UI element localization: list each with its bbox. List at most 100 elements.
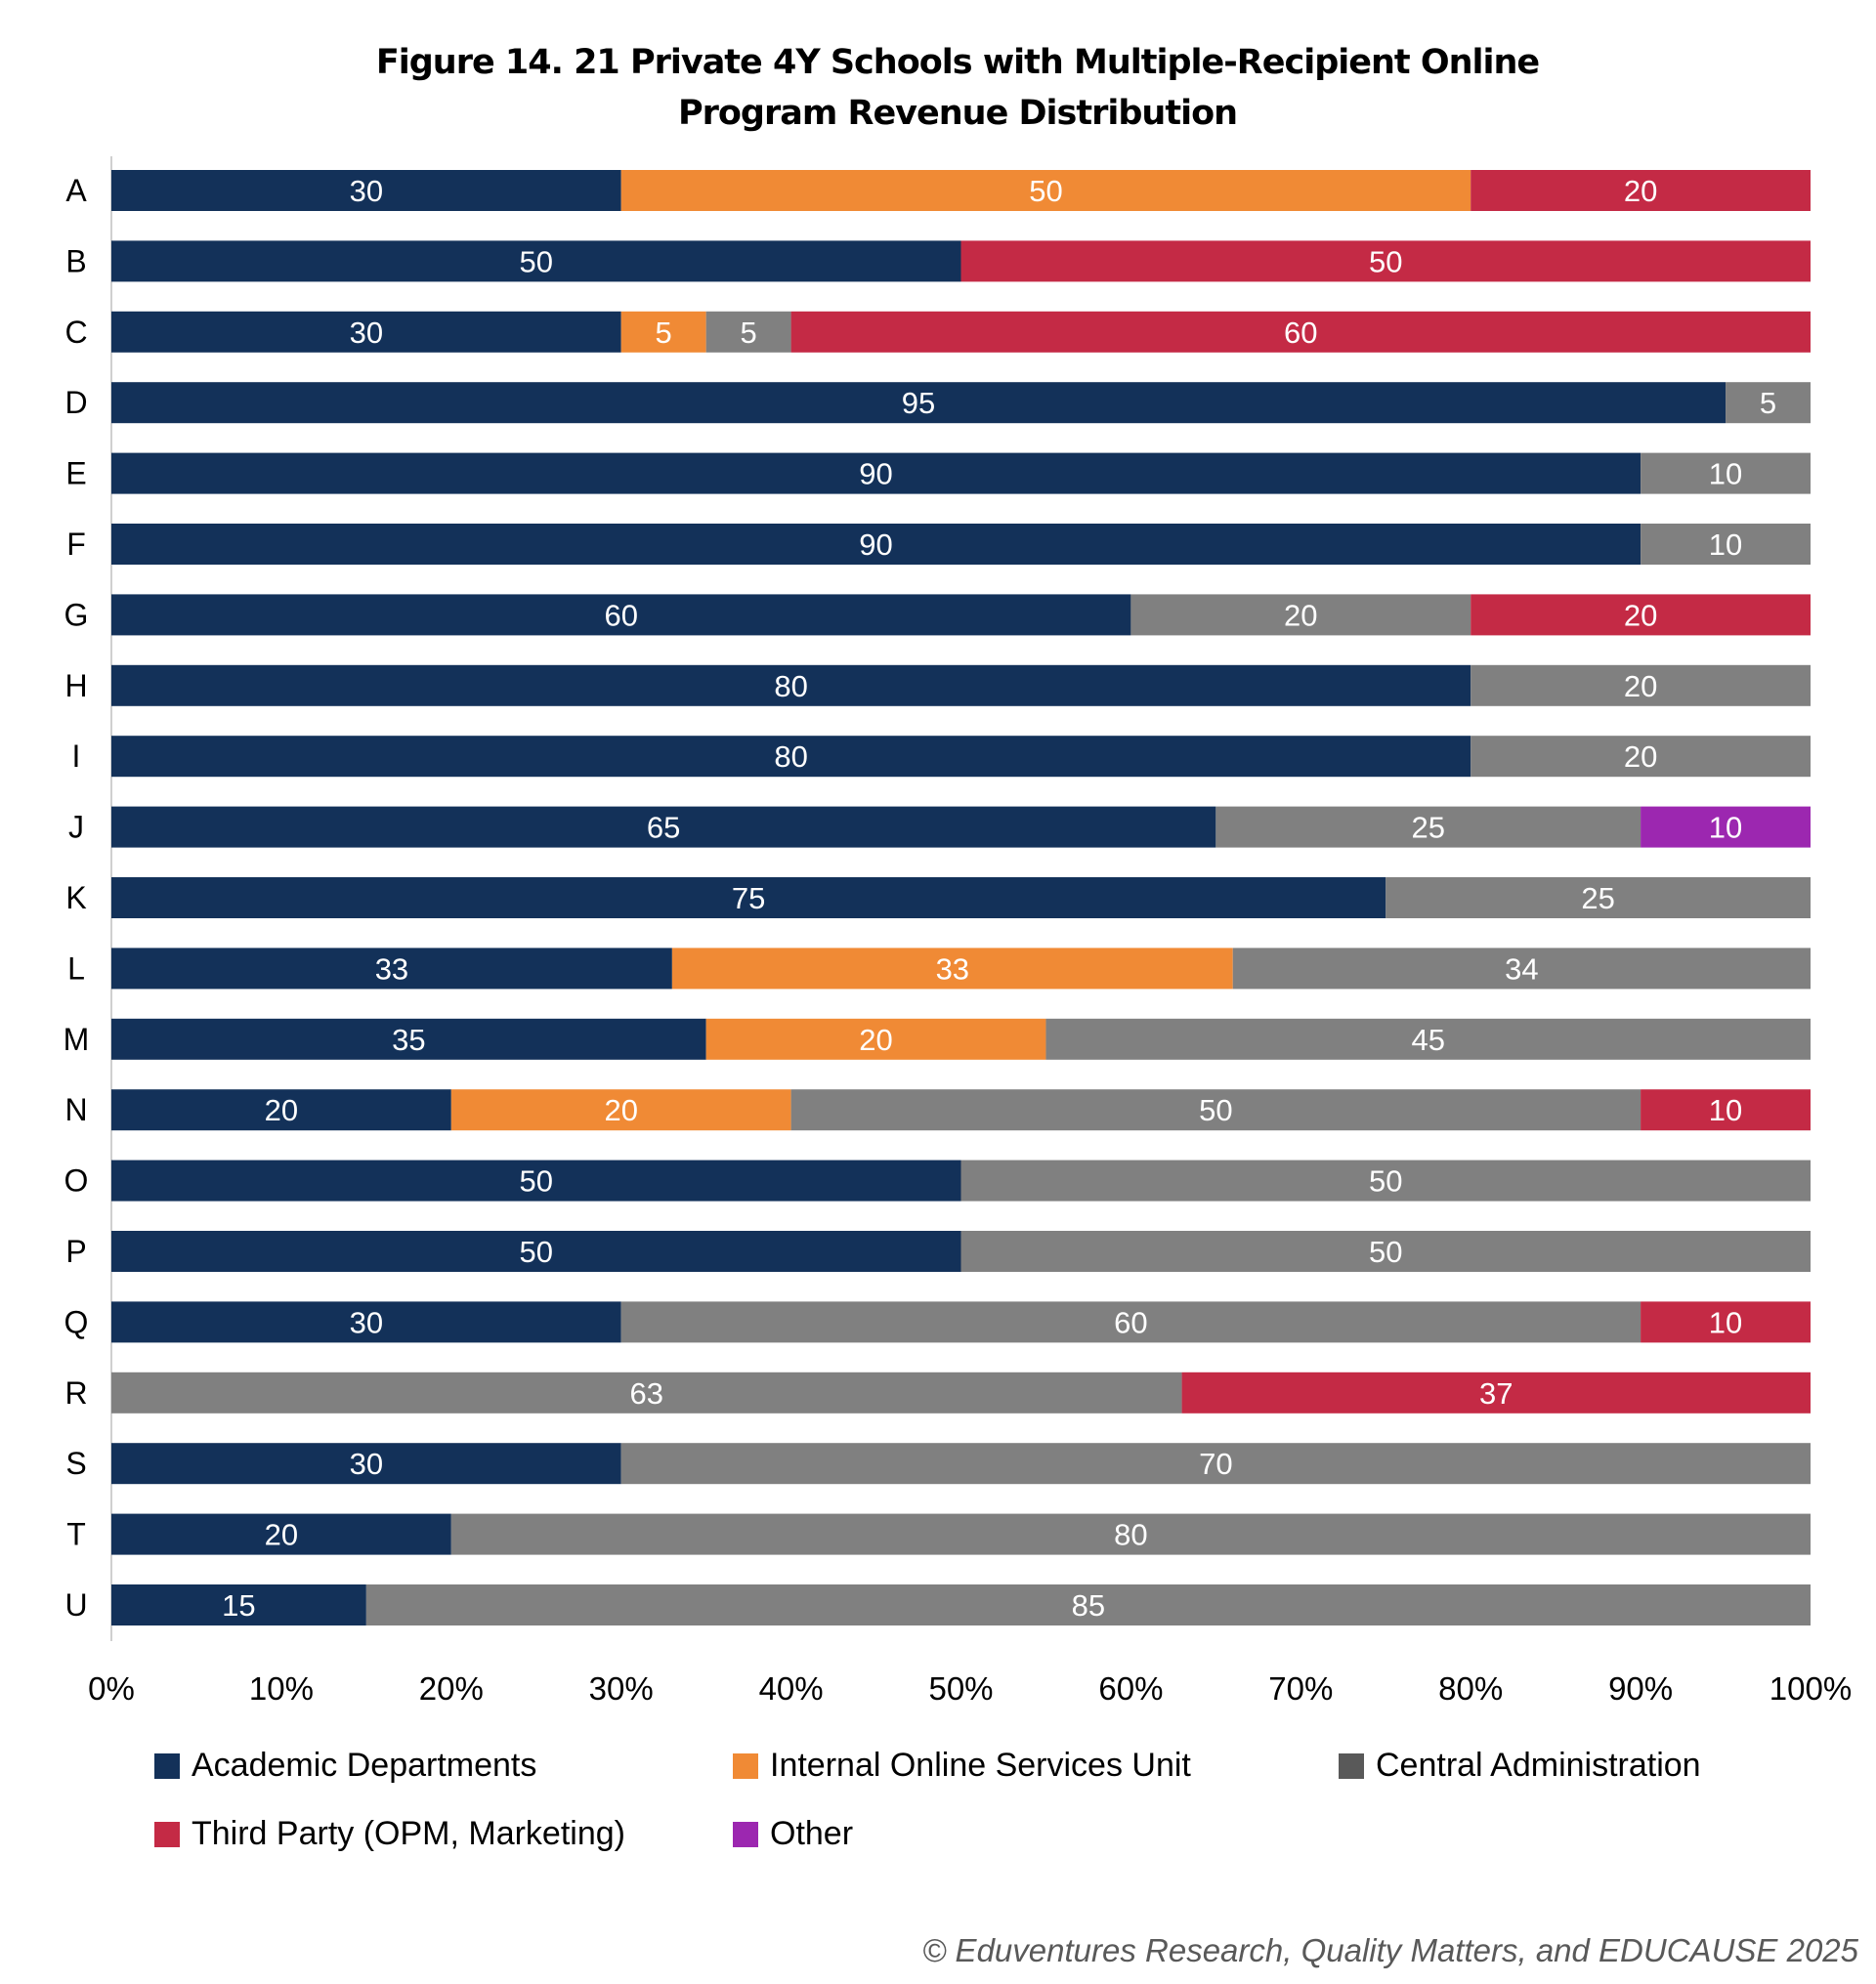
data-label: 25 — [1581, 881, 1614, 915]
category-label: P — [65, 1234, 86, 1269]
bar-segment — [111, 1513, 451, 1555]
bar-segment — [960, 1231, 1811, 1272]
bar-segment — [620, 1301, 1642, 1343]
legend-label: Third Party (OPM, Marketing) — [192, 1815, 625, 1852]
data-label: 63 — [630, 1376, 663, 1411]
category-label: I — [72, 739, 81, 774]
bar-segment — [111, 594, 1131, 636]
bar-segment — [1641, 1301, 1811, 1343]
data-label: 20 — [1624, 669, 1657, 703]
bar-segment — [705, 1018, 1046, 1060]
data-label: 30 — [350, 1305, 383, 1339]
bar-segment — [111, 1089, 451, 1131]
category-label: F — [66, 527, 86, 562]
category-label: M — [64, 1022, 90, 1057]
bar-segment — [671, 948, 1233, 990]
chart-title-line-1: Figure 14. 21 Private 4Y Schools with Mu… — [375, 43, 1540, 82]
legend-item: Internal Online Services Unit — [733, 1747, 1191, 1785]
data-label: 50 — [520, 1164, 553, 1199]
bar-segment — [1232, 948, 1811, 990]
legend-item: Academic Departments — [154, 1747, 536, 1785]
data-label: 33 — [375, 951, 408, 986]
x-tick-label: 40% — [759, 1670, 824, 1707]
bar-segment — [790, 311, 1811, 353]
data-label: 15 — [222, 1588, 255, 1623]
data-label: 90 — [859, 528, 892, 562]
x-tick-label: 100% — [1769, 1670, 1852, 1707]
data-label: 30 — [350, 174, 383, 208]
data-label: 37 — [1479, 1376, 1513, 1411]
data-label: 60 — [1284, 316, 1317, 350]
bar-segment — [1641, 806, 1811, 848]
data-label: 95 — [902, 386, 935, 420]
x-tick-label: 60% — [1098, 1670, 1163, 1707]
category-label: N — [64, 1092, 87, 1127]
data-label: 35 — [392, 1023, 425, 1057]
bar-segment — [1386, 877, 1811, 918]
data-label: 34 — [1505, 951, 1538, 986]
category-label: E — [65, 456, 86, 491]
stacked-bar-chart: A 30 50 20 B 50 50 C 30 5 5 60 D 95 5 E 90 10 F 90 10 G 60 20 20… — [64, 156, 1852, 1707]
data-label: 50 — [1369, 1164, 1402, 1199]
category-label: J — [68, 810, 84, 845]
legend-label: Central Administration — [1376, 1747, 1701, 1784]
bar-segment — [620, 1443, 1812, 1485]
category-label: H — [64, 668, 87, 703]
category-label: C — [64, 315, 87, 350]
legend-swatch — [154, 1752, 180, 1779]
bar-segment — [111, 452, 1642, 494]
data-label: 50 — [520, 244, 553, 278]
bar-segment — [1471, 170, 1811, 211]
x-tick-label: 20% — [419, 1670, 484, 1707]
category-label: B — [65, 243, 86, 278]
x-tick-label: 80% — [1438, 1670, 1503, 1707]
bar-segment — [111, 806, 1216, 848]
data-label: 75 — [732, 881, 765, 915]
bar-segment — [365, 1584, 1812, 1625]
bar-segment — [111, 524, 1642, 565]
bar-segment — [1641, 524, 1811, 565]
data-label: 20 — [859, 1023, 892, 1057]
bar-segment — [111, 1018, 706, 1060]
category-label: U — [64, 1587, 87, 1623]
data-label: 30 — [350, 1447, 383, 1481]
bar-segment — [790, 1089, 1642, 1131]
data-label: 50 — [1029, 174, 1062, 208]
category-label: O — [64, 1163, 89, 1199]
chart-title: Figure 14. 21 Private 4Y Schools with Mu… — [0, 37, 1876, 139]
legend-swatch — [154, 1821, 180, 1847]
data-label: 5 — [656, 316, 672, 350]
x-tick-label: 50% — [928, 1670, 993, 1707]
x-tick-label: 70% — [1268, 1670, 1333, 1707]
bar-segment — [111, 877, 1386, 918]
bar-segment — [1045, 1018, 1811, 1060]
legend-label: Academic Departments — [192, 1747, 537, 1784]
data-label: 50 — [1369, 244, 1402, 278]
data-label: 10 — [1709, 811, 1742, 845]
data-label: 20 — [265, 1093, 298, 1127]
bar-segment — [111, 1301, 621, 1343]
data-label: 50 — [1369, 1235, 1402, 1269]
bar-segment — [111, 1443, 621, 1485]
x-tick-label: 0% — [88, 1670, 135, 1707]
data-label: 5 — [1760, 386, 1776, 420]
data-label: 5 — [741, 316, 757, 350]
chart-title-line-2: Program Revenue Distribution — [677, 94, 1238, 133]
legend-label: Internal Online Services Unit — [770, 1747, 1191, 1784]
legend-item: Central Administration — [1339, 1747, 1701, 1785]
data-label: 60 — [604, 598, 637, 632]
bar-segment — [960, 1160, 1811, 1202]
data-label: 80 — [774, 739, 807, 774]
bar-segment — [620, 311, 706, 353]
bar-segment — [1471, 594, 1811, 636]
category-label: Q — [64, 1304, 89, 1339]
data-label: 30 — [350, 316, 383, 350]
bar-segment — [111, 1231, 961, 1272]
data-label: 33 — [936, 951, 969, 986]
bar-segment — [111, 736, 1471, 778]
bar-segment — [111, 311, 621, 353]
data-label: 60 — [1114, 1305, 1147, 1339]
bar-segment — [111, 382, 1727, 424]
data-label: 80 — [1114, 1518, 1147, 1552]
bar-segment — [450, 1089, 791, 1131]
